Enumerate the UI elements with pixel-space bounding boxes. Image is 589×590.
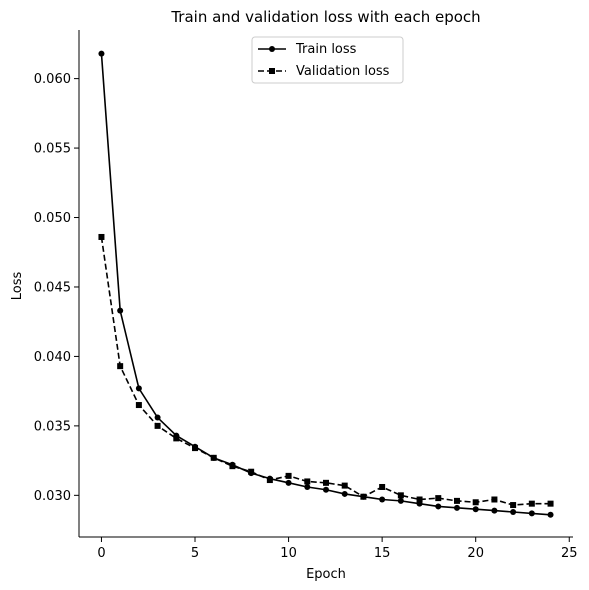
data-point-validation-loss — [510, 502, 517, 509]
data-point-train-loss — [397, 497, 404, 504]
legend-label-validation-loss: Validation loss — [296, 64, 390, 79]
y-axis-ticks: 0.030 0.035 0.040 0.045 0.050 0.055 0.060 — [34, 72, 79, 504]
y-axis-label: Loss — [10, 272, 25, 301]
series-layer — [98, 50, 554, 518]
data-point-validation-loss — [192, 445, 199, 452]
data-point-validation-loss — [547, 500, 554, 507]
y-tick-label: 0.040 — [34, 350, 71, 365]
data-point-validation-loss — [229, 463, 236, 470]
data-point-train-loss — [491, 507, 498, 514]
data-point-validation-loss — [248, 468, 255, 475]
data-point-train-loss — [472, 506, 479, 513]
legend-frame — [251, 36, 404, 84]
data-point-validation-loss — [323, 479, 329, 486]
x-tick-label: 10 — [280, 546, 297, 561]
data-point-validation-loss — [528, 500, 535, 507]
data-point-validation-loss — [397, 492, 404, 499]
data-point-validation-loss — [453, 497, 460, 504]
legend-train-marker — [269, 46, 275, 52]
data-point-train-loss — [435, 503, 442, 510]
data-point-validation-loss — [266, 477, 273, 484]
y-tick-label: 0.050 — [34, 211, 71, 226]
series-validation-loss — [98, 233, 554, 509]
data-point-validation-loss — [98, 233, 105, 240]
chart-title: Train and validation loss with each epoc… — [170, 8, 480, 26]
data-point-validation-loss — [173, 435, 180, 442]
y-tick-label: 0.030 — [34, 489, 71, 504]
x-tick-label: 25 — [561, 546, 578, 561]
x-axis-label: Epoch — [306, 567, 346, 582]
data-point-train-loss — [117, 307, 124, 314]
legend: Train loss Validation loss — [251, 36, 404, 84]
legend-validation-marker — [269, 68, 275, 74]
data-point-validation-loss — [135, 402, 142, 409]
data-point-validation-loss — [435, 495, 442, 502]
data-point-validation-loss — [416, 496, 423, 503]
x-tick-label: 5 — [191, 546, 199, 561]
data-point-validation-loss — [117, 363, 124, 370]
data-point-validation-loss — [304, 478, 311, 485]
data-point-validation-loss — [491, 496, 498, 503]
x-tick-label: 0 — [97, 546, 105, 561]
data-point-train-loss — [341, 490, 348, 497]
data-point-validation-loss — [210, 454, 217, 461]
x-axis-ticks: 0 5 10 15 20 25 — [97, 537, 578, 561]
data-point-train-loss — [453, 504, 460, 511]
y-tick-label: 0.055 — [34, 142, 71, 157]
x-tick-label: 20 — [467, 546, 484, 561]
x-tick-label: 15 — [374, 546, 391, 561]
y-tick-label: 0.060 — [34, 72, 71, 87]
data-point-train-loss — [528, 510, 535, 517]
y-tick-label: 0.045 — [34, 280, 71, 295]
data-point-train-loss — [154, 414, 161, 421]
data-point-train-loss — [304, 483, 311, 490]
data-point-train-loss — [135, 385, 142, 392]
data-point-validation-loss — [341, 482, 348, 489]
data-point-train-loss — [379, 496, 386, 503]
data-point-train-loss — [510, 509, 517, 515]
data-point-train-loss — [285, 479, 292, 486]
data-point-train-loss — [547, 511, 554, 518]
data-point-validation-loss — [154, 422, 161, 429]
data-point-validation-loss — [472, 499, 479, 506]
data-point-train-loss — [98, 50, 105, 57]
data-point-validation-loss — [379, 483, 386, 490]
data-point-validation-loss — [285, 472, 292, 479]
y-tick-label: 0.035 — [34, 419, 71, 434]
data-point-validation-loss — [360, 493, 367, 500]
data-point-train-loss — [323, 486, 329, 493]
legend-label-train-loss: Train loss — [295, 42, 357, 57]
